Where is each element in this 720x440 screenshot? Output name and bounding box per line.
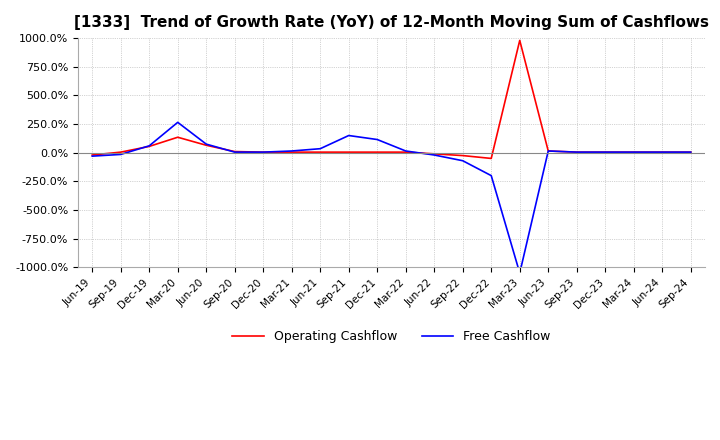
Operating Cashflow [259, 150, 268, 155]
Legend: Operating Cashflow, Free Cashflow: Operating Cashflow, Free Cashflow [228, 325, 556, 348]
Free Cashflow [516, 271, 524, 276]
Operating Cashflow [316, 150, 325, 155]
Operating Cashflow [516, 38, 524, 43]
Operating Cashflow [572, 150, 581, 155]
Operating Cashflow [174, 135, 182, 140]
Operating Cashflow [287, 150, 296, 155]
Free Cashflow [145, 143, 153, 148]
Free Cashflow [202, 142, 210, 147]
Title: [1333]  Trend of Growth Rate (YoY) of 12-Month Moving Sum of Cashflows: [1333] Trend of Growth Rate (YoY) of 12-… [74, 15, 709, 30]
Free Cashflow [544, 148, 552, 154]
Free Cashflow [344, 133, 353, 138]
Operating Cashflow [601, 150, 610, 155]
Operating Cashflow [487, 156, 495, 161]
Operating Cashflow [230, 149, 239, 154]
Free Cashflow [174, 120, 182, 125]
Free Cashflow [117, 152, 125, 157]
Operating Cashflow [373, 150, 382, 155]
Operating Cashflow [344, 150, 353, 155]
Operating Cashflow [686, 150, 695, 155]
Free Cashflow [686, 150, 695, 155]
Line: Free Cashflow: Free Cashflow [92, 122, 690, 273]
Operating Cashflow [202, 143, 210, 148]
Free Cashflow [572, 150, 581, 155]
Operating Cashflow [544, 148, 552, 154]
Free Cashflow [316, 146, 325, 151]
Operating Cashflow [145, 144, 153, 149]
Free Cashflow [230, 150, 239, 155]
Operating Cashflow [88, 152, 96, 158]
Free Cashflow [459, 158, 467, 163]
Operating Cashflow [658, 150, 667, 155]
Free Cashflow [658, 150, 667, 155]
Free Cashflow [287, 148, 296, 154]
Operating Cashflow [117, 150, 125, 155]
Operating Cashflow [629, 150, 638, 155]
Operating Cashflow [459, 153, 467, 158]
Operating Cashflow [430, 151, 438, 157]
Free Cashflow [259, 150, 268, 155]
Line: Operating Cashflow: Operating Cashflow [92, 40, 690, 158]
Free Cashflow [487, 173, 495, 178]
Free Cashflow [430, 152, 438, 158]
Free Cashflow [601, 150, 610, 155]
Free Cashflow [629, 150, 638, 155]
Free Cashflow [88, 154, 96, 159]
Operating Cashflow [402, 150, 410, 155]
Free Cashflow [373, 137, 382, 142]
Free Cashflow [402, 148, 410, 154]
